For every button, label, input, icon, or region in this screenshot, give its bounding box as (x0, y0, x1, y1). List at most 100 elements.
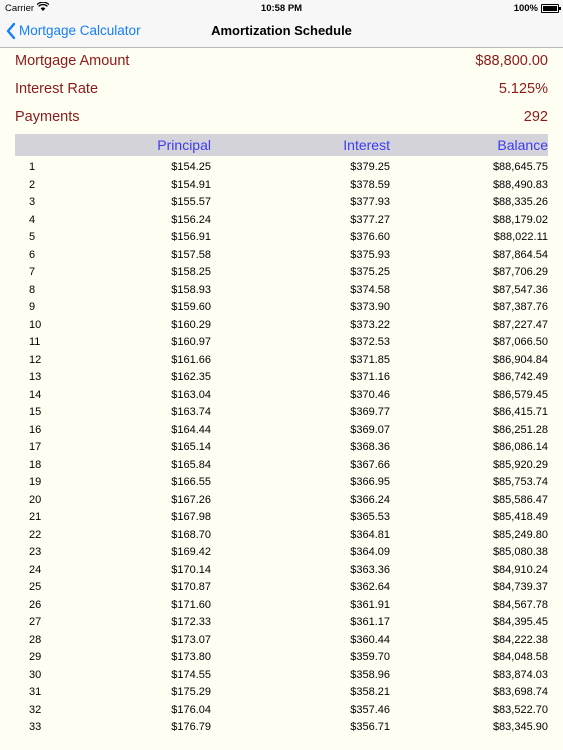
balance-cell: $84,910.24 (492, 563, 548, 576)
balance-cell: $87,387.76 (492, 301, 548, 313)
principal-cell: $154.91 (171, 178, 211, 191)
payment-number: 22 (29, 528, 42, 541)
balance-cell: $86,579.45 (492, 388, 548, 401)
balance-cell: $87,227.47 (492, 318, 548, 331)
battery-percent: 100% (513, 3, 538, 14)
payment-number: 30 (29, 668, 42, 681)
table-row: 17 $165.14 $368.36 $86,086.14 (0, 438, 563, 456)
payments-label: Payments (15, 109, 80, 125)
table-row: 20 $167.26 $366.24 $85,586.47 (0, 491, 563, 509)
principal-cell: $163.74 (171, 406, 211, 418)
principal-cell: $166.55 (171, 476, 211, 488)
interest-cell: $378.59 (350, 178, 390, 191)
back-button[interactable]: Mortgage Calculator (6, 21, 141, 41)
principal-cell: $164.44 (171, 423, 211, 436)
principal-cell: $170.14 (171, 563, 211, 576)
table-row: 9 $159.60 $373.90 $87,387.76 (0, 298, 563, 316)
table-row: 22 $168.70 $364.81 $85,249.80 (0, 526, 563, 544)
payment-number: 20 (29, 493, 42, 506)
payment-number: 5 (29, 231, 36, 243)
table-row: 1 $154.25 $379.25 $88,645.75 (0, 158, 563, 176)
interest-cell: $371.16 (350, 371, 390, 383)
table-row: 12 $161.66 $371.85 $86,904.84 (0, 351, 563, 369)
table-row: 33 $176.79 $356.71 $83,345.90 (0, 718, 563, 736)
payments-value: 292 (523, 109, 548, 125)
payment-number: 1 (29, 161, 36, 173)
balance-cell: $85,586.47 (492, 493, 548, 506)
principal-cell: $174.55 (171, 668, 211, 681)
table-row: 21 $167.98 $365.53 $85,418.49 (0, 508, 563, 526)
chevron-left-icon (6, 21, 16, 47)
interest-cell: $364.81 (350, 528, 390, 541)
principal-cell: $165.84 (171, 458, 211, 471)
principal-cell: $159.60 (171, 301, 211, 313)
table-row: 2 $154.91 $378.59 $88,490.83 (0, 176, 563, 194)
principal-cell: $160.29 (171, 318, 211, 331)
payment-number: 7 (29, 266, 36, 278)
table-row: 16 $164.44 $369.07 $86,251.28 (0, 421, 563, 439)
table-row: 6 $157.58 $375.93 $87,864.54 (0, 246, 563, 264)
mortgage-amount-row: Mortgage Amount $88,800.00 (15, 50, 548, 72)
payment-number: 10 (29, 318, 42, 331)
interest-cell: $376.60 (350, 231, 390, 243)
principal-cell: $163.04 (171, 388, 211, 401)
payment-number: 25 (29, 581, 42, 593)
table-row: 7 $158.25 $375.25 $87,706.29 (0, 263, 563, 281)
interest-cell: $372.53 (350, 336, 390, 348)
interest-cell: $364.09 (350, 546, 390, 558)
interest-cell: $371.85 (350, 353, 390, 366)
interest-cell: $366.24 (350, 493, 390, 506)
payment-number: 6 (29, 248, 36, 261)
interest-cell: $374.58 (350, 283, 390, 296)
table-row: 3 $155.57 $377.93 $88,335.26 (0, 193, 563, 211)
table-row: 24 $170.14 $363.36 $84,910.24 (0, 561, 563, 579)
payment-number: 11 (29, 336, 41, 348)
interest-cell: $365.53 (350, 511, 390, 523)
interest-rate-label: Interest Rate (15, 81, 99, 97)
interest-rate-value: 5.125% (498, 81, 548, 97)
carrier-label: Carrier (5, 3, 35, 14)
balance-cell: $87,864.54 (492, 248, 548, 261)
principal-cell: $155.57 (171, 196, 211, 208)
balance-cell: $85,753.74 (492, 476, 548, 488)
table-row: 4 $156.24 $377.27 $88,179.02 (0, 211, 563, 229)
balance-cell: $86,086.14 (492, 441, 548, 453)
interest-cell: $369.07 (350, 423, 390, 436)
interest-header: Interest (343, 137, 390, 153)
principal-cell: $167.98 (171, 511, 211, 523)
payment-number: 8 (29, 283, 36, 296)
battery-icon (541, 4, 561, 13)
balance-cell: $86,904.84 (492, 353, 548, 366)
interest-rate-row: Interest Rate 5.125% (15, 78, 548, 100)
table-row: 19 $166.55 $366.95 $85,753.74 (0, 473, 563, 491)
balance-cell: $84,395.45 (492, 616, 548, 628)
interest-cell: $361.17 (350, 616, 390, 628)
payment-number: 27 (29, 616, 42, 628)
principal-cell: $162.35 (171, 371, 211, 383)
balance-cell: $84,739.37 (492, 581, 548, 593)
balance-cell: $87,066.50 (492, 336, 548, 348)
principal-cell: $165.14 (171, 441, 211, 453)
interest-cell: $358.96 (350, 668, 390, 681)
payment-number: 23 (29, 546, 42, 558)
balance-cell: $88,335.26 (492, 196, 548, 208)
payment-number: 31 (29, 686, 42, 698)
interest-cell: $359.70 (350, 651, 390, 663)
amortization-table[interactable]: 1 $154.25 $379.25 $88,645.75 2 $154.91 $378.59… (0, 158, 563, 736)
table-row: 29 $173.80 $359.70 $84,048.58 (0, 648, 563, 666)
balance-cell: $85,920.29 (492, 458, 548, 471)
principal-cell: $173.80 (171, 651, 211, 663)
interest-cell: $377.27 (350, 213, 390, 226)
table-row: 23 $169.42 $364.09 $85,080.38 (0, 543, 563, 561)
balance-cell: $85,080.38 (492, 546, 548, 558)
principal-header: Principal (157, 137, 211, 153)
payment-number: 18 (29, 458, 42, 471)
principal-cell: $167.26 (171, 493, 211, 506)
table-row: 31 $175.29 $358.21 $83,698.74 (0, 683, 563, 701)
balance-cell: $84,048.58 (492, 651, 548, 663)
payment-number: 13 (29, 371, 42, 383)
table-header: Principal Interest Balance (15, 134, 548, 156)
principal-cell: $156.24 (171, 213, 211, 226)
principal-cell: $173.07 (171, 633, 211, 646)
principal-cell: $169.42 (171, 546, 211, 558)
